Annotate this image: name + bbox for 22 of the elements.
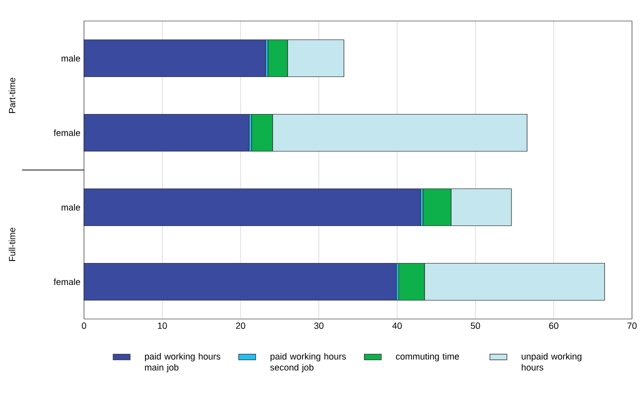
- x-tick-label: 30: [314, 322, 324, 329]
- x-tick-label: 20: [236, 322, 246, 329]
- x-tick-label: 60: [549, 322, 558, 329]
- legend-label: commuting time: [396, 352, 459, 362]
- legend-label: paid working hours main job: [144, 352, 220, 372]
- x-tick-label: 50: [470, 322, 480, 329]
- x-tick-label: 40: [392, 322, 402, 329]
- x-tick-label: 10: [158, 322, 167, 329]
- bar: [84, 262, 397, 301]
- x-tick-label: 70: [627, 322, 637, 329]
- bar: [84, 114, 250, 152]
- y-tick-label: female: [54, 129, 80, 136]
- legend-label: paid working hours second job: [270, 352, 346, 372]
- x-tick-label: 0: [82, 322, 86, 329]
- text: Part-time: [8, 78, 16, 113]
- bar: [84, 188, 421, 226]
- text: Full-time: [8, 228, 16, 261]
- y-tick-label: male: [62, 54, 80, 62]
- legend-label: unpaid working hours: [522, 352, 582, 371]
- bar: [84, 39, 266, 78]
- y-tick-label: female: [54, 278, 80, 286]
- y-tick-label: male: [62, 204, 80, 211]
